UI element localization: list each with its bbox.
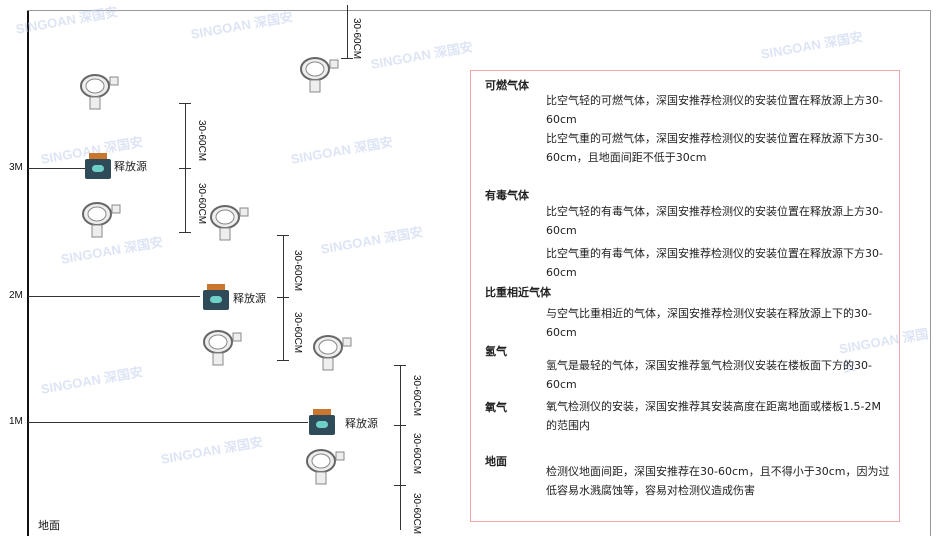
section-title: 比重相近气体 xyxy=(485,286,551,299)
section-title: 地面 xyxy=(485,455,507,468)
level-2m-line xyxy=(28,296,200,297)
section-text: 氢气是最轻的气体，深国安推荐氢气检测仪安装在楼板面下方的30-60cm xyxy=(546,359,872,391)
watermark: SINGOAN 深国安 xyxy=(39,364,144,397)
release-source-icon xyxy=(307,409,337,437)
ceiling-line xyxy=(27,10,930,11)
wall-line xyxy=(27,10,29,536)
level-1m: 1M xyxy=(9,416,23,427)
dimension-line xyxy=(400,365,401,530)
dimension-tick xyxy=(341,58,353,59)
section-text: 检测仪地面间距，深国安推荐在30-60cm，且不得小于30cm，因为过低容易水溅… xyxy=(546,465,890,497)
gas-detector-icon xyxy=(306,449,345,485)
dimension-tick xyxy=(394,365,406,366)
gas-detector-icon xyxy=(313,335,352,371)
gas-detector-icon xyxy=(80,74,119,110)
dimension-label: 30-60CM xyxy=(292,312,303,354)
dimension-label: 30-60CM xyxy=(411,375,422,417)
installation-guidelines-panel: 可燃气体 比空气轻的可燃气体，深国安推荐检测仪的安装位置在释放源上方30-60c… xyxy=(470,70,900,522)
dimension-label: 30-60CM xyxy=(411,493,422,535)
dimension-tick xyxy=(179,103,191,104)
dimension-label: 30-60CM xyxy=(292,250,303,292)
level-3m-line xyxy=(28,168,85,169)
release-source-label: 释放源 xyxy=(345,417,378,430)
dimension-label: 30-60CM xyxy=(196,120,207,162)
watermark: SINGOAN 深国安 xyxy=(369,39,474,72)
ground-label: 地面 xyxy=(38,520,60,532)
watermark: SINGOAN 深国安 xyxy=(189,9,294,42)
watermark: SINGOAN 深国安 xyxy=(759,29,864,62)
section-title: 可燃气体 xyxy=(485,79,529,92)
gas-detector-icon xyxy=(82,202,121,238)
gas-detector-icon xyxy=(210,205,249,241)
level-1m-line xyxy=(28,422,308,423)
right-wall-line xyxy=(930,10,931,536)
section-text: 比空气轻的可燃气体，深国安推荐检测仪的安装位置在释放源上方30-60cm xyxy=(546,94,883,126)
release-source-label: 释放源 xyxy=(114,160,147,173)
watermark: SINGOAN 深国安 xyxy=(319,224,424,257)
dimension-tick xyxy=(179,232,191,233)
dimension-tick xyxy=(277,360,289,361)
dimension-tick xyxy=(277,297,289,298)
release-source-icon xyxy=(83,153,113,181)
section-text: 比空气轻的有毒气体，深国安推荐检测仪的安装位置在释放源上方30-60cm xyxy=(546,205,883,237)
release-source-label: 释放源 xyxy=(233,292,266,305)
dimension-label: 30-60CM xyxy=(351,18,362,60)
watermark: SINGOAN 深国安 xyxy=(159,434,264,467)
level-2m: 2M xyxy=(9,290,23,301)
dimension-tick xyxy=(394,485,406,486)
dimension-tick xyxy=(394,425,406,426)
gas-detector-icon xyxy=(300,57,339,93)
section-title: 氧气 xyxy=(485,401,507,414)
dimension-tick xyxy=(179,168,191,169)
dimension-line xyxy=(185,103,186,232)
section-title: 氢气 xyxy=(485,345,507,358)
level-3m: 3M xyxy=(9,162,23,173)
dimension-line xyxy=(347,5,348,58)
watermark: SINGOAN 深国安 xyxy=(289,134,394,167)
section-text: 与空气比重相近的气体，深国安推荐检测仪安装在释放源上下的30-60cm xyxy=(546,307,872,339)
dimension-tick xyxy=(277,235,289,236)
watermark: SINGOAN 深国安 xyxy=(14,4,119,37)
gas-detector-icon xyxy=(203,330,242,366)
section-text: 氧气检测仪的安装，深国安推荐其安装高度在距离地面或楼板1.5-2M的范围内 xyxy=(546,400,881,432)
section-text: 比空气重的有毒气体，深国安推荐检测仪的安装位置在释放源下方30-60cm xyxy=(546,247,883,279)
section-text: 比空气重的可燃气体，深国安推荐检测仪的安装位置在释放源下方30-60cm，且地面… xyxy=(546,132,883,164)
release-source-icon xyxy=(201,284,231,312)
section-title: 有毒气体 xyxy=(485,189,529,202)
dimension-label: 30-60CM xyxy=(196,183,207,225)
dimension-label: 30-60CM xyxy=(411,433,422,475)
